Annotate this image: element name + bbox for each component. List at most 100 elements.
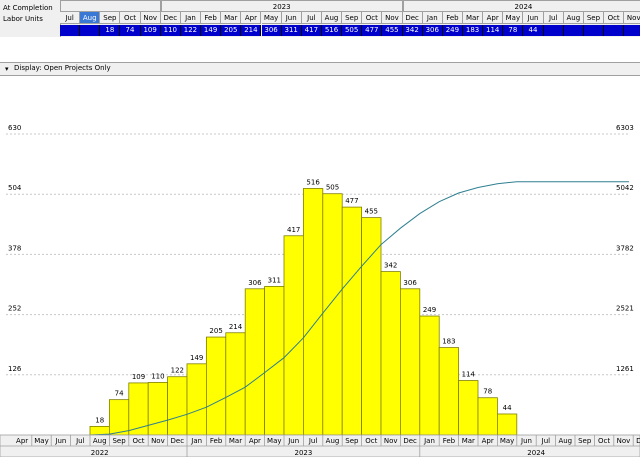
top-month-sep[interactable]: Sep — [100, 12, 121, 24]
top-value-cell[interactable]: 505 — [342, 25, 363, 36]
top-month-may[interactable]: May — [261, 12, 282, 24]
bottom-month-label: Aug — [326, 437, 340, 445]
top-month-aug[interactable]: Aug — [563, 12, 584, 24]
top-value-cell[interactable]: 149 — [201, 25, 222, 36]
top-value-cell[interactable] — [604, 25, 625, 36]
top-value-cell[interactable] — [60, 25, 81, 36]
top-month-jul[interactable]: Jul — [301, 12, 322, 24]
bottom-month-label: Nov — [617, 437, 631, 445]
top-value-cell[interactable]: 214 — [241, 25, 262, 36]
bottom-month-label: Jun — [54, 437, 66, 445]
bottom-month-label: Mar — [229, 437, 242, 445]
top-value-cell[interactable]: 44 — [523, 25, 544, 36]
top-month-jun[interactable]: Jun — [523, 12, 544, 24]
bar-value-label: 122 — [171, 367, 184, 375]
top-month-oct[interactable]: Oct — [604, 12, 625, 24]
top-month-oct[interactable]: Oct — [362, 12, 383, 24]
bar — [322, 193, 343, 436]
top-value-cell[interactable]: 109 — [140, 25, 161, 36]
bar — [361, 217, 382, 436]
top-month-jan[interactable]: Jan — [180, 12, 202, 24]
y-left-tick-label: 630 — [8, 124, 21, 132]
top-month-jan[interactable]: Jan — [422, 12, 443, 24]
bar — [147, 382, 168, 436]
bar-value-label: 417 — [287, 226, 300, 234]
top-month-nov[interactable]: Nov — [382, 12, 403, 24]
top-value-cell[interactable]: 78 — [503, 25, 524, 36]
top-month-sep[interactable]: Sep — [583, 12, 605, 24]
top-month-oct[interactable]: Oct — [120, 12, 141, 24]
top-month-mar[interactable]: Mar — [463, 12, 484, 24]
bottom-month-label: Sep — [112, 437, 126, 445]
top-value-cell[interactable]: 74 — [120, 25, 141, 36]
bar — [438, 347, 460, 436]
top-value-cell[interactable] — [80, 25, 101, 36]
bar — [225, 332, 246, 436]
bar-value-label: 74 — [115, 390, 124, 398]
bottom-month-label: May — [500, 437, 514, 445]
top-month-aug[interactable]: Aug — [321, 12, 343, 24]
chevron-down-icon[interactable]: ▾ — [5, 65, 9, 73]
bar — [302, 188, 324, 436]
top-value-cell[interactable]: 122 — [180, 25, 202, 36]
top-year-header: 2023 — [160, 0, 403, 12]
bar — [341, 206, 363, 436]
top-value-cell[interactable] — [543, 25, 564, 36]
top-month-nov[interactable]: Nov — [140, 12, 161, 24]
top-value-cell[interactable]: 306 — [261, 25, 282, 36]
top-value-cell[interactable]: 477 — [362, 25, 383, 36]
bar — [419, 315, 440, 436]
bar-value-label: 114 — [462, 371, 476, 379]
bottom-month-label: Feb — [210, 437, 223, 445]
top-value-cell[interactable] — [624, 25, 640, 36]
top-value-cell[interactable]: 455 — [382, 25, 403, 36]
top-month-feb[interactable]: Feb — [201, 12, 222, 24]
bar — [128, 382, 149, 436]
bar — [283, 235, 304, 436]
top-month-feb[interactable]: Feb — [442, 12, 463, 24]
bar-value-labels: 18 74 109 110 122 149 205 214 306 311 417 516 505 477… — [95, 178, 512, 424]
bottom-month-label: Dec — [636, 437, 640, 445]
top-value-cell[interactable]: 311 — [281, 25, 302, 36]
top-value-cell[interactable]: 183 — [463, 25, 484, 36]
top-value-cell[interactable]: 205 — [221, 25, 242, 36]
top-month-dec[interactable]: Dec — [160, 12, 181, 24]
top-value-cell[interactable]: 249 — [442, 25, 463, 36]
top-month-apr[interactable]: Apr — [483, 12, 504, 24]
top-value-cell[interactable]: 18 — [100, 25, 121, 36]
top-value-cell[interactable]: 306 — [422, 25, 443, 36]
bottom-month-label: Jul — [541, 437, 551, 445]
top-value-cell[interactable]: 516 — [321, 25, 343, 36]
bottom-month-label: Apr — [16, 437, 28, 445]
top-value-cell[interactable]: 110 — [160, 25, 181, 36]
bar-value-label: 455 — [365, 208, 378, 216]
top-month-jun[interactable]: Jun — [281, 12, 302, 24]
bar-value-label: 249 — [423, 306, 436, 314]
top-value-cell[interactable]: 417 — [301, 25, 322, 36]
top-month-sep[interactable]: Sep — [342, 12, 363, 24]
top-month-mar[interactable]: Mar — [221, 12, 242, 24]
top-month-apr[interactable]: Apr — [241, 12, 262, 24]
top-timescale[interactable]: 2023 2024 Jul Aug Sep Oct Nov Dec Jan Feb Mar Apr Ma… — [60, 0, 640, 37]
top-value-cell[interactable]: 114 — [483, 25, 504, 36]
bottom-month-label: Nov — [151, 437, 165, 445]
bar-value-label: 110 — [151, 372, 164, 380]
top-month-may[interactable]: May — [503, 12, 524, 24]
top-month-jul[interactable]: Jul — [60, 12, 81, 24]
top-month-aug[interactable]: Aug — [80, 12, 101, 24]
y-right-tick-label: 1261 — [616, 365, 634, 373]
top-month-jul[interactable]: Jul — [543, 12, 564, 24]
top-month-nov[interactable]: Nov — [624, 12, 640, 24]
bottom-month-label: Jan — [423, 437, 435, 445]
display-options-bar[interactable]: ▾ Display: Open Projects Only — [0, 62, 640, 76]
bar — [186, 363, 207, 436]
top-value-cell[interactable] — [583, 25, 605, 36]
bar-value-label: 477 — [345, 197, 358, 205]
y-right-tick-label: 2521 — [616, 305, 634, 313]
bottom-month-label: Dec — [403, 437, 417, 445]
bottom-month-label: May — [34, 437, 48, 445]
bar-value-label: 306 — [403, 279, 417, 287]
top-value-cell[interactable]: 342 — [402, 25, 423, 36]
top-value-cell[interactable] — [563, 25, 584, 36]
top-month-dec[interactable]: Dec — [402, 12, 423, 24]
